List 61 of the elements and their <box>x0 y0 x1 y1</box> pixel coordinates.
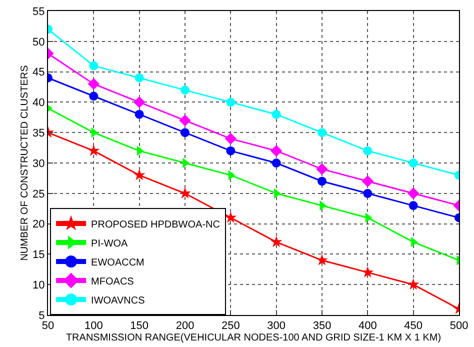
legend-label: MFOACS <box>91 276 134 288</box>
y-tick-label: 40 <box>32 97 45 110</box>
point <box>407 278 420 290</box>
y-tick-label: 30 <box>32 158 45 170</box>
x-tick-label: 500 <box>450 320 468 332</box>
point <box>363 146 372 156</box>
point <box>362 266 374 278</box>
point <box>270 144 282 157</box>
point <box>179 114 191 126</box>
point <box>89 92 98 101</box>
point <box>362 175 374 188</box>
point <box>134 110 144 119</box>
point <box>89 61 98 70</box>
point <box>134 73 144 82</box>
point <box>180 128 190 138</box>
x-tick-label: 250 <box>221 320 240 332</box>
point <box>272 158 281 168</box>
legend-label: PI-WOA <box>91 238 128 250</box>
y-axis-title: NUMBER OF CONSTRUCTED CLUSTERS <box>20 64 31 261</box>
point <box>272 110 281 119</box>
y-tick-label: 35 <box>32 127 45 140</box>
point <box>88 144 100 156</box>
x-tick-label: 200 <box>176 320 194 332</box>
point <box>316 163 328 175</box>
point <box>270 236 282 248</box>
y-tick-label: 15 <box>32 249 45 262</box>
y-tick-label: 5 <box>38 310 45 322</box>
y-tick-label: 55 <box>32 6 45 18</box>
point <box>224 211 237 223</box>
x-tick-label: 300 <box>267 320 286 332</box>
point <box>133 96 146 108</box>
y-tick-label: 10 <box>32 279 45 292</box>
point <box>316 254 328 266</box>
legend-label: PROPOSED HPDBWOA-NC <box>91 219 220 230</box>
x-tick-label: 50 <box>42 320 54 332</box>
legend-label: EWOACCM <box>91 257 144 268</box>
y-tick-label: 25 <box>32 188 45 200</box>
x-tick-label: 100 <box>84 320 103 332</box>
point <box>407 188 420 200</box>
x-tick-label: 450 <box>404 320 423 332</box>
point <box>318 176 326 186</box>
x-axis-title: TRANSMISSION RANGE(VEHICULAR NODES-100 AND GRID SIZE-1 KM X 1 KM) <box>66 332 442 344</box>
x-tick-label: 150 <box>130 320 149 332</box>
point <box>88 78 100 90</box>
x-tick-label: 350 <box>312 320 332 332</box>
y-tick-label: 45 <box>32 66 45 79</box>
y-tick-label: 20 <box>32 218 45 231</box>
x-tick-label: 400 <box>358 320 377 332</box>
point <box>363 188 372 198</box>
point <box>226 98 236 107</box>
point <box>226 146 236 156</box>
point <box>179 187 191 198</box>
point <box>408 201 418 210</box>
y-tick-label: 50 <box>32 36 45 48</box>
point <box>408 158 418 168</box>
point <box>318 128 326 138</box>
point <box>180 86 190 95</box>
point <box>224 132 237 145</box>
legend-label: IWOAVNCS <box>91 295 146 306</box>
point <box>365 212 372 223</box>
point <box>133 168 146 180</box>
